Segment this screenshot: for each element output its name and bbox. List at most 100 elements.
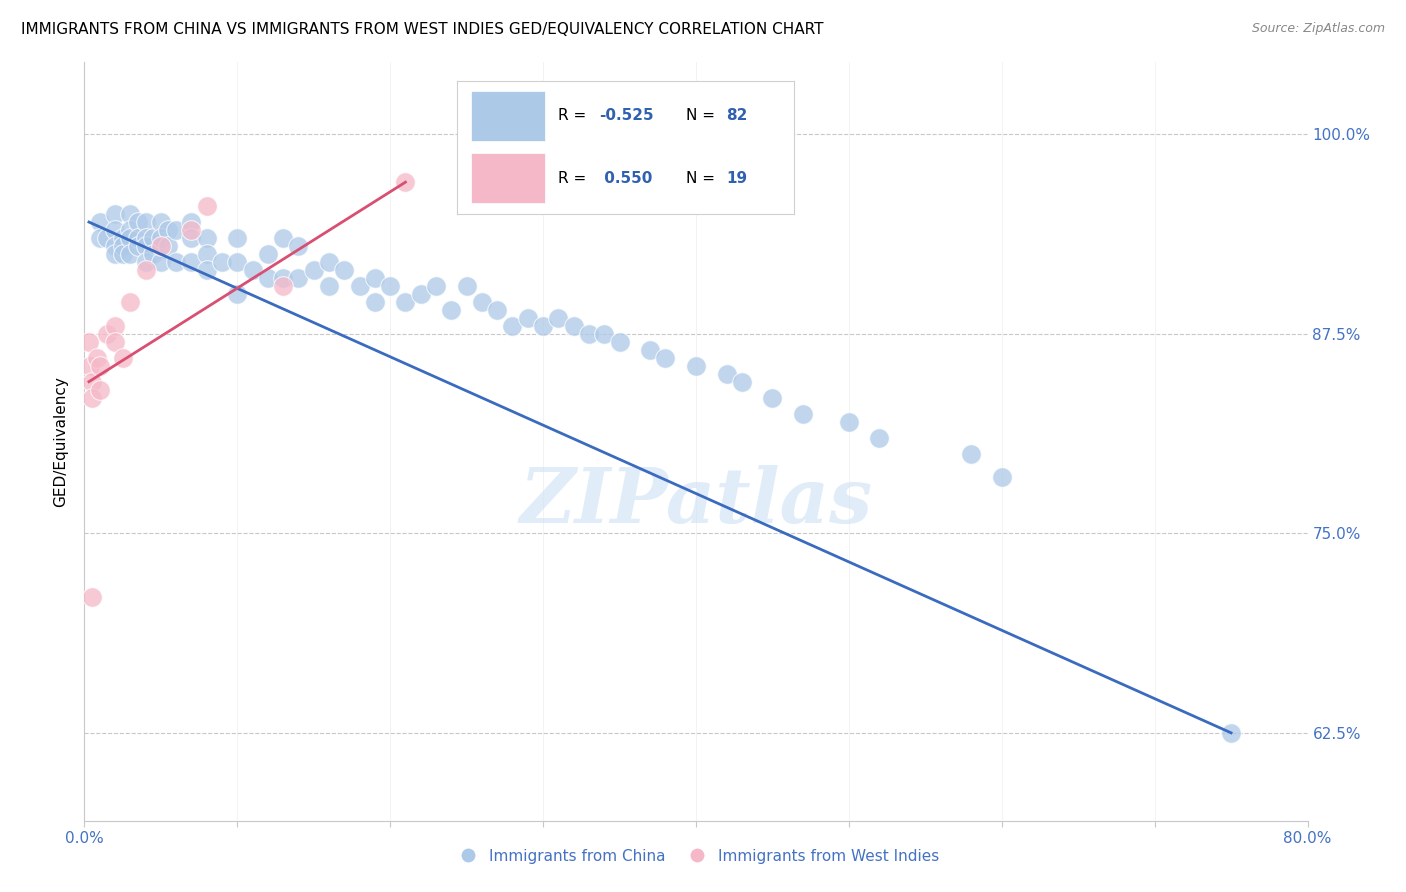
Text: IMMIGRANTS FROM CHINA VS IMMIGRANTS FROM WEST INDIES GED/EQUIVALENCY CORRELATION: IMMIGRANTS FROM CHINA VS IMMIGRANTS FROM…: [21, 22, 824, 37]
Point: [869, 431, 891, 445]
Point: [142, 247, 165, 261]
Point: [516, 310, 538, 325]
Point: [578, 326, 600, 341]
Point: [593, 326, 616, 341]
Point: [364, 294, 387, 309]
Point: [86, 351, 108, 365]
Point: [135, 231, 157, 245]
Point: [731, 375, 754, 389]
Point: [89, 359, 111, 373]
Point: [318, 279, 340, 293]
Point: [157, 239, 180, 253]
Point: [180, 223, 202, 237]
Point: [761, 391, 783, 405]
Point: [531, 318, 554, 333]
Point: [111, 239, 134, 253]
Point: [142, 231, 165, 245]
Point: [394, 175, 416, 189]
Point: [80, 590, 103, 604]
Point: [271, 271, 294, 285]
Point: [104, 223, 127, 237]
Point: [654, 351, 676, 365]
Point: [257, 247, 280, 261]
Point: [409, 286, 432, 301]
Point: [302, 263, 325, 277]
Point: [287, 271, 309, 285]
Point: [149, 215, 172, 229]
Point: [838, 415, 860, 429]
Point: [609, 334, 631, 349]
Point: [149, 239, 172, 253]
Point: [96, 231, 118, 245]
Point: [195, 199, 218, 213]
Point: [271, 279, 294, 293]
Point: [89, 231, 111, 245]
Point: [111, 351, 134, 365]
Point: [127, 231, 149, 245]
Point: [394, 294, 416, 309]
Point: [547, 310, 569, 325]
Point: [89, 383, 111, 397]
Point: [104, 247, 127, 261]
Point: [79, 359, 101, 373]
Point: [318, 255, 340, 269]
Point: [120, 294, 142, 309]
Point: [211, 255, 233, 269]
Point: [104, 239, 127, 253]
Point: [180, 231, 202, 245]
Text: Source: ZipAtlas.com: Source: ZipAtlas.com: [1251, 22, 1385, 36]
Point: [456, 279, 478, 293]
Point: [226, 286, 249, 301]
Point: [287, 239, 309, 253]
Point: [960, 446, 983, 460]
Point: [165, 255, 187, 269]
Point: [502, 318, 524, 333]
Point: [425, 279, 447, 293]
Point: [195, 263, 218, 277]
Point: [364, 271, 387, 285]
Point: [120, 247, 142, 261]
Point: [104, 334, 127, 349]
Point: [149, 231, 172, 245]
Point: [80, 375, 103, 389]
Point: [127, 239, 149, 253]
Point: [135, 263, 157, 277]
Point: [111, 247, 134, 261]
Point: [685, 359, 707, 373]
Point: [1220, 726, 1243, 740]
Point: [120, 223, 142, 237]
Point: [471, 294, 494, 309]
Point: [562, 318, 585, 333]
Point: [165, 223, 187, 237]
Point: [792, 407, 814, 421]
Point: [195, 247, 218, 261]
Point: [180, 255, 202, 269]
Point: [149, 255, 172, 269]
Point: [135, 255, 157, 269]
Point: [242, 263, 264, 277]
Point: [716, 367, 738, 381]
Legend: Immigrants from China, Immigrants from West Indies: Immigrants from China, Immigrants from W…: [447, 843, 945, 870]
Point: [638, 343, 661, 357]
Point: [96, 326, 118, 341]
Text: ZIPatlas: ZIPatlas: [519, 466, 873, 539]
Point: [80, 391, 103, 405]
Point: [226, 255, 249, 269]
Point: [127, 215, 149, 229]
Point: [77, 334, 100, 349]
Point: [89, 215, 111, 229]
Point: [349, 279, 371, 293]
Point: [157, 223, 180, 237]
Point: [440, 302, 463, 317]
Point: [271, 231, 294, 245]
Point: [104, 207, 127, 221]
Y-axis label: GED/Equivalency: GED/Equivalency: [53, 376, 69, 507]
Point: [195, 231, 218, 245]
Point: [135, 239, 157, 253]
Point: [380, 279, 402, 293]
Point: [257, 271, 280, 285]
Point: [120, 231, 142, 245]
Point: [991, 470, 1014, 484]
Point: [104, 318, 127, 333]
Point: [486, 302, 509, 317]
